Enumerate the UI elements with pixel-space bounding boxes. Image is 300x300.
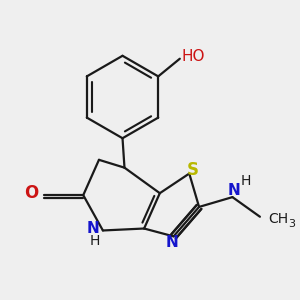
Text: N: N (228, 182, 241, 197)
Text: H: H (241, 174, 251, 188)
Text: S: S (187, 160, 199, 178)
Text: H: H (90, 235, 100, 248)
Text: HO: HO (182, 49, 205, 64)
Text: N: N (165, 235, 178, 250)
Text: O: O (24, 184, 38, 202)
Text: N: N (86, 221, 99, 236)
Text: 3: 3 (288, 219, 295, 229)
Text: CH: CH (268, 212, 289, 226)
